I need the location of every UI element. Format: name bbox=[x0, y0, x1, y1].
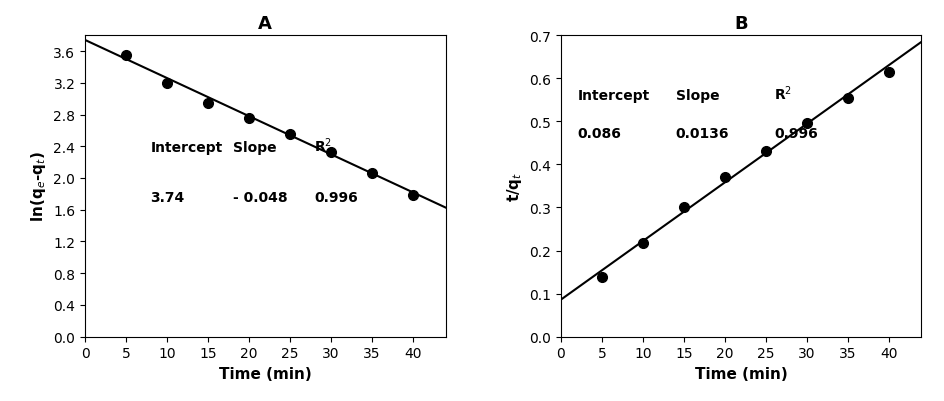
Text: Slope: Slope bbox=[232, 141, 276, 155]
Point bbox=[323, 149, 338, 156]
Text: - 0.048: - 0.048 bbox=[232, 190, 287, 205]
Title: A: A bbox=[258, 15, 272, 33]
Point bbox=[363, 170, 379, 177]
Point bbox=[282, 132, 297, 138]
Point bbox=[839, 95, 854, 101]
Text: Slope: Slope bbox=[675, 89, 718, 103]
X-axis label: Time (min): Time (min) bbox=[219, 366, 312, 381]
Text: 0.996: 0.996 bbox=[314, 190, 358, 205]
Text: Intercept: Intercept bbox=[577, 89, 649, 103]
Point bbox=[160, 80, 175, 87]
Point bbox=[716, 175, 732, 181]
Text: 0.996: 0.996 bbox=[773, 126, 817, 140]
Text: 0.0136: 0.0136 bbox=[675, 126, 729, 140]
Point bbox=[880, 69, 895, 76]
Text: 3.74: 3.74 bbox=[150, 190, 185, 205]
Point bbox=[118, 53, 133, 59]
Point bbox=[200, 100, 215, 107]
Point bbox=[634, 240, 649, 247]
Point bbox=[799, 120, 814, 126]
Point bbox=[405, 193, 420, 199]
Point bbox=[594, 274, 609, 281]
Title: B: B bbox=[733, 15, 747, 33]
Point bbox=[676, 205, 691, 211]
X-axis label: Time (min): Time (min) bbox=[694, 366, 786, 381]
Point bbox=[757, 149, 772, 155]
Text: 0.086: 0.086 bbox=[577, 126, 620, 140]
Point bbox=[241, 116, 256, 122]
Y-axis label: ln(q$_e$-q$_t$): ln(q$_e$-q$_t$) bbox=[28, 151, 47, 222]
Text: Intercept: Intercept bbox=[150, 141, 223, 155]
Text: R$^2$: R$^2$ bbox=[773, 84, 791, 103]
Text: R$^2$: R$^2$ bbox=[314, 136, 332, 155]
Y-axis label: t/q$_t$: t/q$_t$ bbox=[504, 171, 523, 202]
